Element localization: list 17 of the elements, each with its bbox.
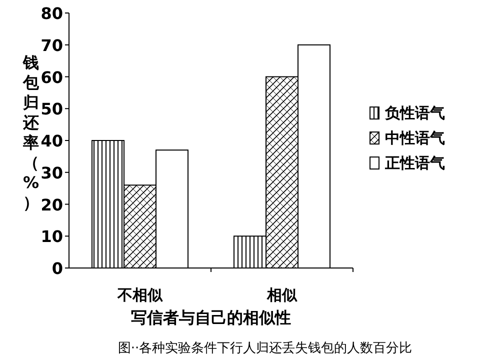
y-tick-label: 0	[52, 259, 63, 278]
x-axis-title: 写信者与自己的相似性	[131, 308, 291, 327]
x-tick-label: 相似	[266, 286, 298, 304]
text: 图··各种实验条件下行人归还丢失钱包的人数百分比	[118, 341, 412, 356]
y-tick-label: 60	[40, 68, 63, 87]
y-tick-label: 70	[40, 36, 63, 55]
y-tick-label: 80	[40, 4, 63, 23]
y-axis-title: 钱包归还率（%）	[22, 53, 40, 212]
y-tick-label: 30	[40, 163, 63, 182]
legend-label: 负性语气	[384, 104, 445, 122]
legend-label: 正性语气	[384, 154, 445, 172]
y-tick-label: 40	[40, 132, 63, 150]
legend-label: 中性语气	[385, 129, 445, 147]
y-tick-label: 50	[40, 100, 63, 119]
x-tick-label: 不相似	[116, 286, 164, 304]
y-tick-label: 10	[40, 227, 63, 246]
y-tick-label: 20	[40, 195, 63, 214]
